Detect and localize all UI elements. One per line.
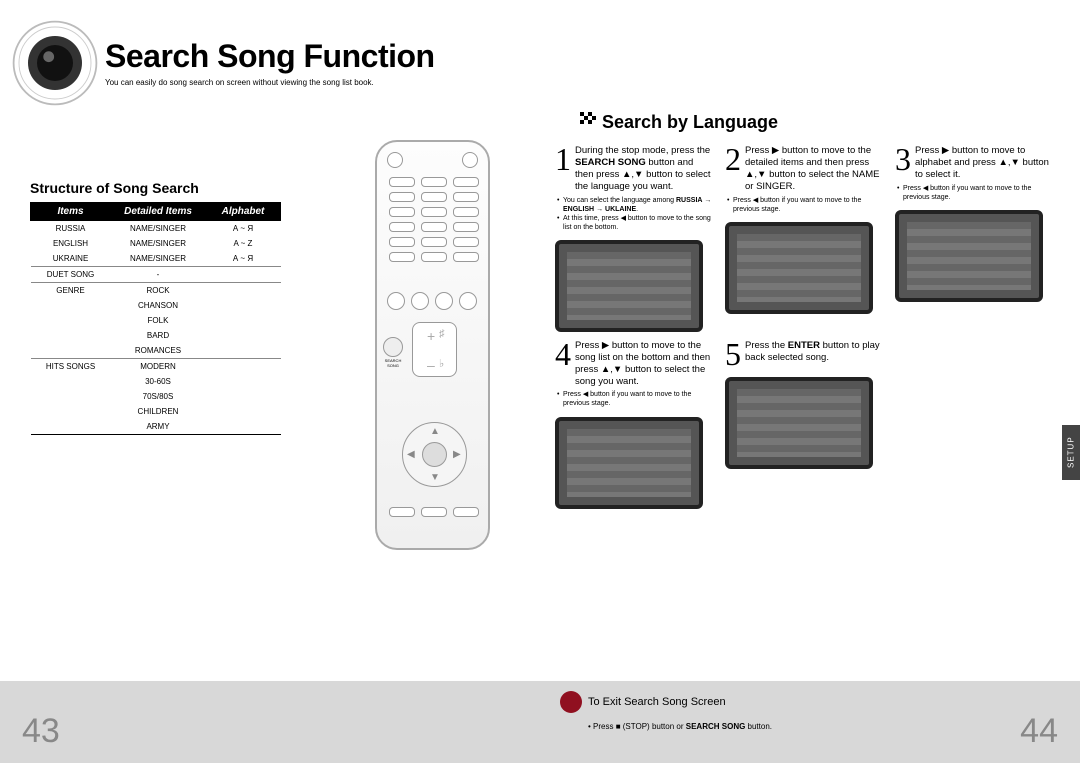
table-cell: CHANSON [111,298,206,313]
exit-sub-text: • Press ■ (STOP) button or SEARCH SONG b… [588,722,772,731]
exit-instruction: To Exit Search Song Screen [560,691,726,713]
table-cell: HITS SONGS [31,359,111,375]
tv-screen-illustration [555,240,703,332]
tv-screen-illustration [725,377,873,469]
table-cell [31,404,111,419]
step-box: 4Press ▶ button to move to the song list… [555,340,713,509]
step-bullets: Press ◀ button if you want to move to th… [725,196,883,214]
table-cell: 30-60S [111,374,206,389]
table-cell [31,389,111,404]
table-header: Detailed Items [111,203,206,221]
table-header: Alphabet [206,203,281,221]
table-cell: NAME/SINGER [111,236,206,251]
step-number: 5 [725,340,741,369]
structure-table: Items Detailed Items Alphabet RUSSIANAME… [30,202,281,435]
table-cell: GENRE [31,283,111,299]
step-bullet: Press ◀ button if you want to move to th… [897,184,1053,202]
table-cell [206,267,281,283]
table-header: Items [31,203,111,221]
step-text: Press ▶ button to move to the song list … [575,340,713,388]
table-cell: FOLK [111,313,206,328]
step-number: 4 [555,340,571,369]
page-title: Search Song Function [105,38,435,75]
step-bullet: Press ◀ button if you want to move to th… [727,196,883,214]
table-cell [206,359,281,375]
step-text: Press the ENTER button to play back sele… [745,340,883,364]
structure-heading: Structure of Song Search [30,180,199,196]
step-number: 2 [725,145,741,174]
right-title-text: Search by Language [602,112,778,132]
step-bullet: At this time, press ◀ button to move to … [557,214,713,232]
table-cell [31,343,111,359]
search-by-language-heading: Search by Language [580,112,778,133]
tv-screen-illustration [555,417,703,509]
table-cell: ARMY [111,419,206,435]
table-cell: NAME/SINGER [111,251,206,267]
table-cell: А ~ Я [206,221,281,237]
step-box: 2Press ▶ button to move to the detailed … [725,145,883,332]
table-cell: A ~ Z [206,236,281,251]
table-cell [206,328,281,343]
table-cell [206,313,281,328]
table-cell: BARD [111,328,206,343]
table-cell: MODERN [111,359,206,375]
table-cell [31,298,111,313]
step-box: 3Press ▶ button to move to alphabet and … [895,145,1053,332]
table-cell [206,389,281,404]
tv-screen-illustration [725,222,873,314]
side-tab-setup: SETUP [1062,425,1080,480]
tv-screen-illustration [895,210,1043,302]
table-cell: DUET SONG [31,267,111,283]
table-cell: CHILDREN [111,404,206,419]
table-cell: 70S/80S [111,389,206,404]
page-subtitle: You can easily do song search on screen … [105,78,374,87]
table-cell [206,298,281,313]
step-box: 1During the stop mode, press the SEARCH … [555,145,713,332]
table-cell: ROMANCES [111,343,206,359]
table-cell: NAME/SINGER [111,221,206,237]
footer-bar [0,681,1080,763]
table-cell: ROCK [111,283,206,299]
table-cell [31,328,111,343]
step-box: 5Press the ENTER button to play back sel… [725,340,883,509]
table-cell: RUSSIA [31,221,111,237]
exit-label: To Exit Search Song Screen [588,696,726,708]
checker-icon [580,112,598,130]
page-number-right: 44 [1020,712,1058,751]
table-cell: - [111,267,206,283]
table-cell [31,313,111,328]
step-number: 3 [895,145,911,174]
step-number: 1 [555,145,571,174]
step-bullets: You can select the language among RUSSIA… [555,196,713,232]
step-bullets: Press ◀ button if you want to move to th… [895,184,1053,202]
table-cell: ENGLISH [31,236,111,251]
table-cell: А ~ Я [206,251,281,267]
table-cell [31,374,111,389]
table-cell [206,404,281,419]
table-cell [206,283,281,299]
step-text: During the stop mode, press the SEARCH S… [575,145,713,193]
table-cell [206,343,281,359]
exit-circle-icon [560,691,582,713]
step-bullet: Press ◀ button if you want to move to th… [557,390,713,408]
table-cell [31,419,111,435]
step-text: Press ▶ button to move to alphabet and p… [915,145,1053,181]
remote-control-illustration: + – ♯ ♭ SEARCH SONG ▲ ▼ ◀ ▶ [375,140,490,550]
step-bullet: You can select the language among RUSSIA… [557,196,713,214]
step-text: Press ▶ button to move to the detailed i… [745,145,883,193]
page-number-left: 43 [22,712,60,751]
step-bullets: Press ◀ button if you want to move to th… [555,390,713,408]
speaker-icon [10,18,100,108]
table-cell: UKRAINE [31,251,111,267]
steps-grid: 1During the stop mode, press the SEARCH … [555,145,1065,517]
table-cell [206,374,281,389]
table-cell [206,419,281,435]
